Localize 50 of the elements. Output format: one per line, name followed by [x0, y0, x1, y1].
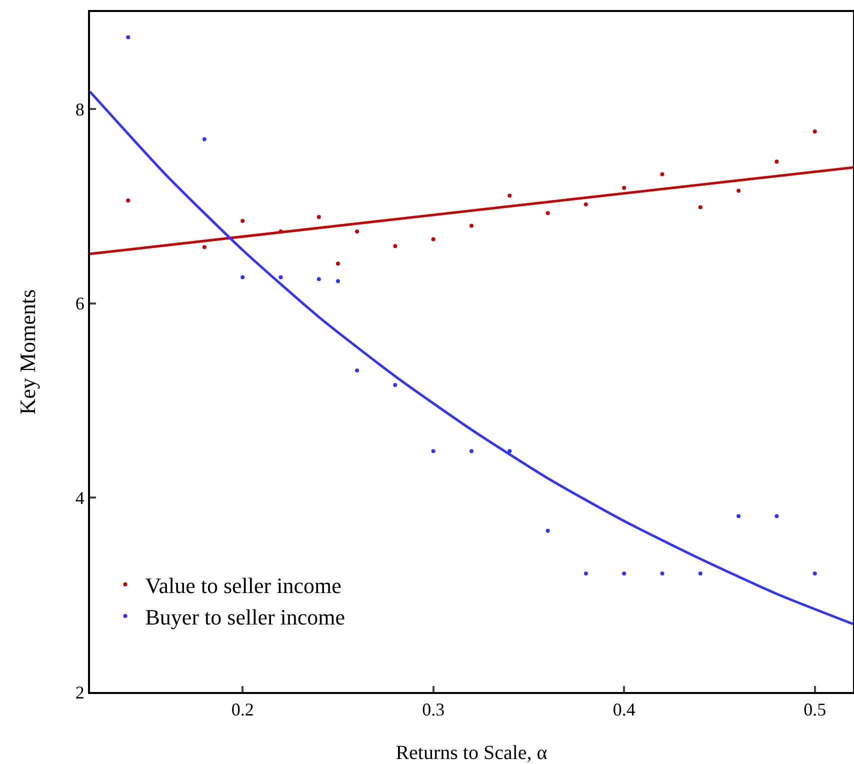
y-tick-label: 2	[75, 682, 84, 702]
legend-label: Value to seller income	[145, 572, 342, 598]
point	[736, 188, 741, 193]
point	[660, 172, 664, 176]
point	[278, 275, 283, 280]
point	[546, 211, 550, 216]
point	[508, 449, 512, 454]
point	[698, 571, 702, 576]
point	[622, 571, 626, 576]
point	[584, 571, 588, 576]
point	[698, 205, 702, 210]
point	[202, 137, 206, 142]
point	[126, 35, 130, 40]
legend-label: Buyer to seller income	[145, 604, 346, 630]
y-tick-label: 8	[75, 99, 84, 120]
y-tick-label: 4	[75, 488, 84, 508]
point	[316, 214, 321, 219]
point	[278, 230, 283, 234]
point	[431, 237, 436, 242]
point	[393, 383, 398, 388]
point	[508, 194, 512, 198]
point	[336, 262, 340, 266]
y-axis-title: Key Moments	[15, 289, 40, 415]
point	[546, 528, 550, 533]
x-tick-label: 0.2	[231, 700, 254, 720]
point	[316, 277, 321, 282]
x-tick-label: 0.4	[612, 700, 636, 720]
point	[431, 449, 436, 454]
point	[126, 198, 130, 202]
point	[240, 275, 245, 280]
point	[584, 202, 588, 206]
point	[393, 244, 398, 248]
point	[240, 218, 245, 223]
point	[202, 245, 206, 250]
point	[774, 514, 779, 518]
point	[622, 186, 626, 190]
point	[774, 160, 779, 164]
x-axis-title: Returns to Scale, α	[396, 742, 548, 764]
point	[470, 449, 474, 454]
point	[660, 571, 664, 576]
point	[736, 514, 741, 518]
x-tick-label: 0.3	[422, 700, 445, 720]
point	[336, 279, 340, 284]
point	[355, 368, 360, 372]
point	[812, 571, 817, 576]
point	[470, 224, 474, 228]
x-tick-label: 0.5	[804, 700, 826, 720]
y-tick-label: 6	[75, 294, 84, 314]
point	[812, 129, 817, 134]
point	[355, 230, 360, 234]
